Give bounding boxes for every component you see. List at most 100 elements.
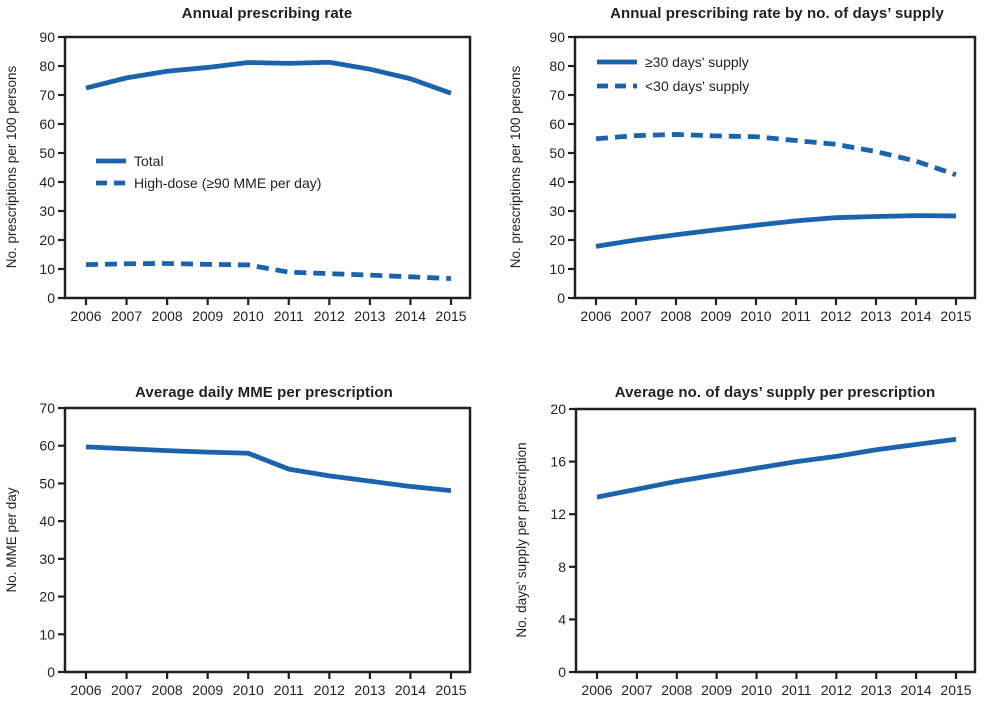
legend-label-ge30-days: ≥30 days' supply — [645, 54, 749, 70]
x-tick-label: 2009 — [700, 308, 731, 324]
y-tick-label: 90 — [39, 29, 55, 45]
x-tick-label: 2007 — [111, 308, 142, 324]
legend-label-high-dose: High-dose (≥90 MME per day) — [134, 175, 321, 191]
x-tick-label: 2013 — [860, 308, 891, 324]
chart-annual-prescribing-rate: Annual prescribing rate No. prescription… — [4, 5, 472, 324]
chart-title: Annual prescribing rate — [182, 5, 353, 22]
x-tick-label: 2013 — [861, 682, 892, 698]
x-tick-label: 2014 — [901, 682, 932, 698]
x-tick-label: 2010 — [233, 308, 264, 324]
y-tick-label: 60 — [549, 116, 565, 132]
plot-lines — [595, 132, 957, 249]
data-line-solid — [595, 213, 957, 249]
chart-panel-average-daily-mme: Average daily MME per prescription No. M… — [0, 352, 498, 709]
y-tick-label: 20 — [549, 232, 565, 248]
x-tick-label: 2014 — [900, 308, 931, 324]
y-tick-label: 30 — [39, 203, 55, 219]
x-tick-label: 2006 — [70, 308, 101, 324]
x-tick-label: 2012 — [821, 682, 852, 698]
y-tick-label: 0 — [557, 290, 565, 306]
legend: Total High-dose (≥90 MME per day) — [96, 153, 321, 191]
x-tick-label: 2008 — [660, 308, 691, 324]
axes: 0 10 20 30 40 50 60 70 80 90 2006 2007 2008 2009 2010 2… — [549, 29, 971, 324]
x-tick-label: 2007 — [620, 308, 651, 324]
y-tick-label: 20 — [550, 401, 566, 417]
y-tick-label: 80 — [549, 58, 565, 74]
x-tick-label: 2013 — [354, 682, 385, 698]
y-tick-label: 0 — [47, 664, 55, 680]
data-line-solid — [85, 59, 452, 96]
chart-title: Annual prescribing rate by no. of days’ … — [610, 5, 944, 22]
axes: 0 4 8 12 16 20 2006 2007 2008 2009 2010 2011 2012 201… — [550, 401, 971, 698]
axes: 0 10 20 30 40 50 60 70 2006 2007 2008 2009 2010 2011 2… — [39, 400, 466, 698]
x-tick-label: 2011 — [781, 682, 811, 698]
chart-panel-average-days-supply: Average no. of days’ supply per prescrip… — [498, 352, 996, 709]
x-tick-label: 2011 — [781, 308, 811, 324]
x-tick-label: 2011 — [274, 308, 304, 324]
chart-average-days-supply: Average no. of days’ supply per prescrip… — [514, 384, 977, 698]
x-tick-label: 2009 — [192, 308, 223, 324]
axes: 0 10 20 30 40 50 60 70 80 90 2006 2007 2008 2009 2010 2… — [39, 29, 466, 324]
x-tick-label: 2006 — [581, 682, 612, 698]
data-line-solid — [85, 444, 452, 493]
y-tick-label: 40 — [39, 513, 55, 529]
y-tick-label: 80 — [39, 58, 55, 74]
x-tick-label: 2015 — [940, 682, 971, 698]
x-tick-label: 2008 — [661, 682, 692, 698]
x-tick-label: 2015 — [940, 308, 971, 324]
x-tick-label: 2009 — [701, 682, 732, 698]
data-line-dashed — [595, 132, 957, 178]
x-tick-label: 2015 — [435, 308, 466, 324]
y-axis-label: No. days’ supply per prescription — [514, 442, 529, 637]
plot-frame — [63, 406, 472, 674]
y-tick-label: 70 — [39, 400, 55, 416]
y-tick-label: 4 — [558, 611, 566, 627]
y-tick-label: 0 — [47, 290, 55, 306]
y-tick-label: 12 — [550, 506, 566, 522]
y-tick-label: 10 — [39, 626, 55, 642]
chart-panel-annual-prescribing-rate: Annual prescribing rate No. prescription… — [0, 0, 498, 357]
y-tick-label: 90 — [549, 29, 565, 45]
x-tick-label: 2014 — [395, 308, 426, 324]
chart-title: Average daily MME per prescription — [135, 384, 393, 401]
x-tick-label: 2009 — [192, 682, 223, 698]
y-axis-label: No. prescriptions per 100 persons — [4, 65, 19, 268]
legend-label-lt30-days: <30 days' supply — [645, 78, 749, 94]
x-tick-label: 2013 — [354, 308, 385, 324]
y-tick-label: 30 — [549, 203, 565, 219]
x-tick-label: 2015 — [435, 682, 466, 698]
y-tick-label: 60 — [39, 438, 55, 454]
y-tick-label: 50 — [549, 145, 565, 161]
x-tick-label: 2006 — [70, 682, 101, 698]
y-axis-label: No. MME per day — [4, 487, 19, 592]
y-tick-label: 20 — [39, 232, 55, 248]
plot-frame — [574, 407, 977, 674]
x-tick-label: 2007 — [111, 682, 142, 698]
chart-panel-prescribing-rate-by-days-supply: Annual prescribing rate by no. of days’ … — [498, 0, 996, 357]
y-tick-label: 40 — [39, 174, 55, 190]
y-tick-label: 50 — [39, 145, 55, 161]
legend-label-total: Total — [134, 153, 164, 169]
chart-title: Average no. of days’ supply per prescrip… — [615, 384, 936, 401]
legend: ≥30 days' supply <30 days' supply — [597, 54, 749, 94]
y-axis-label: No. prescriptions per 100 persons — [508, 65, 523, 268]
x-tick-label: 2006 — [580, 308, 611, 324]
data-line-dashed — [85, 261, 452, 281]
plot-lines — [596, 436, 957, 500]
x-tick-label: 2011 — [274, 682, 304, 698]
y-tick-label: 30 — [39, 551, 55, 567]
x-tick-label: 2007 — [621, 682, 652, 698]
x-tick-label: 2012 — [314, 682, 345, 698]
y-tick-label: 8 — [558, 559, 566, 575]
x-tick-label: 2012 — [314, 308, 345, 324]
x-tick-label: 2008 — [152, 682, 183, 698]
y-tick-label: 50 — [39, 475, 55, 491]
x-tick-label: 2012 — [820, 308, 851, 324]
y-tick-label: 20 — [39, 589, 55, 605]
x-tick-label: 2010 — [233, 682, 264, 698]
chart-average-daily-mme: Average daily MME per prescription No. M… — [4, 384, 472, 698]
y-tick-label: 70 — [549, 87, 565, 103]
x-tick-label: 2010 — [741, 682, 772, 698]
chart-prescribing-rate-by-days-supply: Annual prescribing rate by no. of days’ … — [508, 5, 977, 324]
